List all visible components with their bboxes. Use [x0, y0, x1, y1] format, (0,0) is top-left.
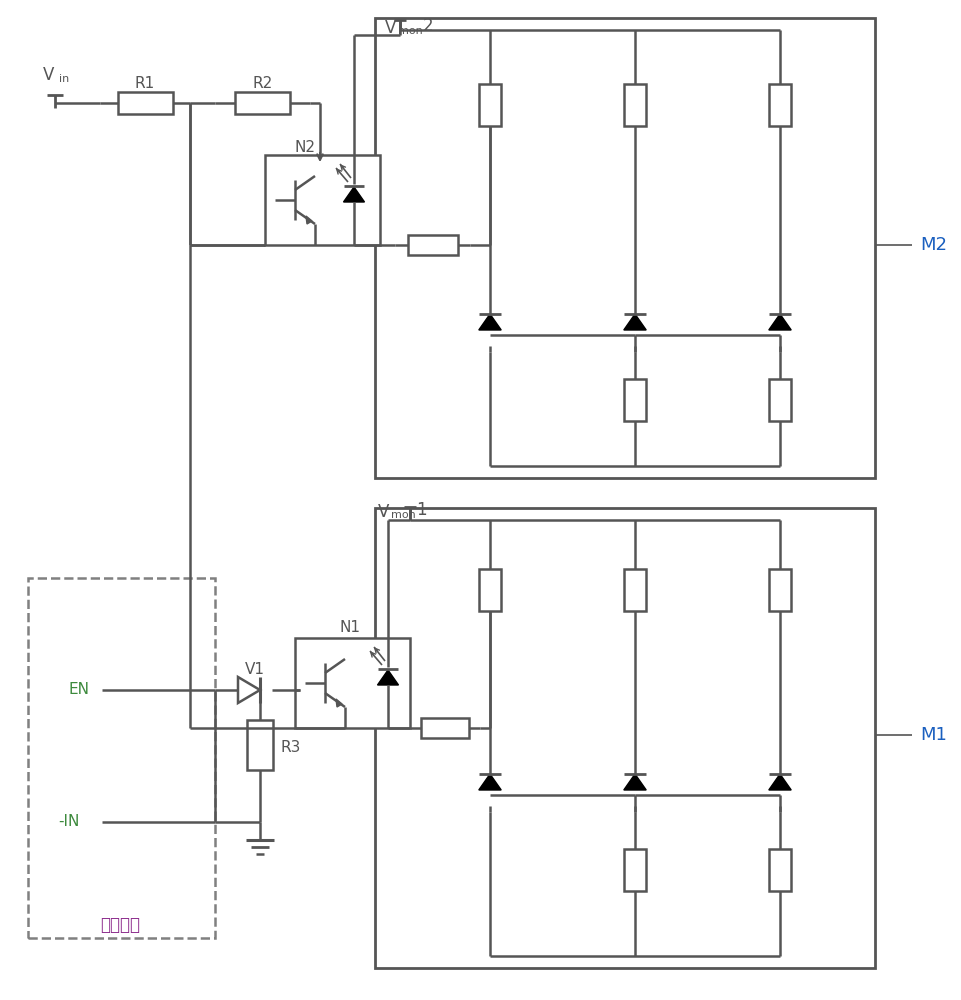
- Polygon shape: [343, 187, 364, 202]
- Text: mon: mon: [391, 510, 416, 520]
- Bar: [247, 720, 273, 770]
- Polygon shape: [479, 774, 502, 790]
- Bar: [624, 379, 646, 421]
- Bar: [265, 155, 380, 245]
- Text: EN: EN: [68, 682, 89, 698]
- Text: N2: N2: [294, 140, 315, 155]
- Text: 2: 2: [423, 17, 433, 35]
- Text: R2: R2: [253, 76, 273, 91]
- Text: -IN: -IN: [58, 814, 80, 830]
- Text: V: V: [43, 66, 55, 84]
- Text: V: V: [385, 19, 396, 37]
- Text: N1: N1: [339, 620, 360, 636]
- Bar: [624, 84, 646, 126]
- Bar: [769, 569, 791, 611]
- Text: V1: V1: [245, 662, 265, 678]
- Bar: [421, 718, 469, 738]
- Polygon shape: [769, 774, 791, 790]
- Polygon shape: [336, 699, 342, 707]
- Bar: [479, 84, 501, 126]
- Text: R1: R1: [135, 76, 155, 91]
- Bar: [375, 508, 875, 968]
- Text: 电源模块: 电源模块: [100, 916, 140, 934]
- Bar: [295, 638, 410, 728]
- Bar: [624, 569, 646, 611]
- Polygon shape: [238, 677, 260, 703]
- Polygon shape: [769, 314, 791, 330]
- Text: in: in: [59, 74, 69, 84]
- Bar: [117, 92, 173, 114]
- Text: 1: 1: [416, 501, 427, 519]
- Bar: [479, 569, 501, 611]
- Polygon shape: [479, 314, 502, 330]
- Polygon shape: [624, 774, 646, 790]
- Bar: [407, 235, 457, 255]
- Text: M2: M2: [920, 236, 947, 254]
- Text: M1: M1: [920, 726, 947, 744]
- Bar: [769, 379, 791, 421]
- Bar: [28, 578, 215, 938]
- Text: V: V: [378, 503, 389, 521]
- Polygon shape: [378, 670, 399, 685]
- Polygon shape: [624, 314, 646, 330]
- Text: mon: mon: [398, 26, 423, 36]
- Bar: [235, 92, 290, 114]
- Text: R3: R3: [280, 740, 301, 756]
- Bar: [769, 849, 791, 891]
- Bar: [375, 18, 875, 478]
- Bar: [624, 849, 646, 891]
- Polygon shape: [306, 216, 312, 224]
- Bar: [769, 84, 791, 126]
